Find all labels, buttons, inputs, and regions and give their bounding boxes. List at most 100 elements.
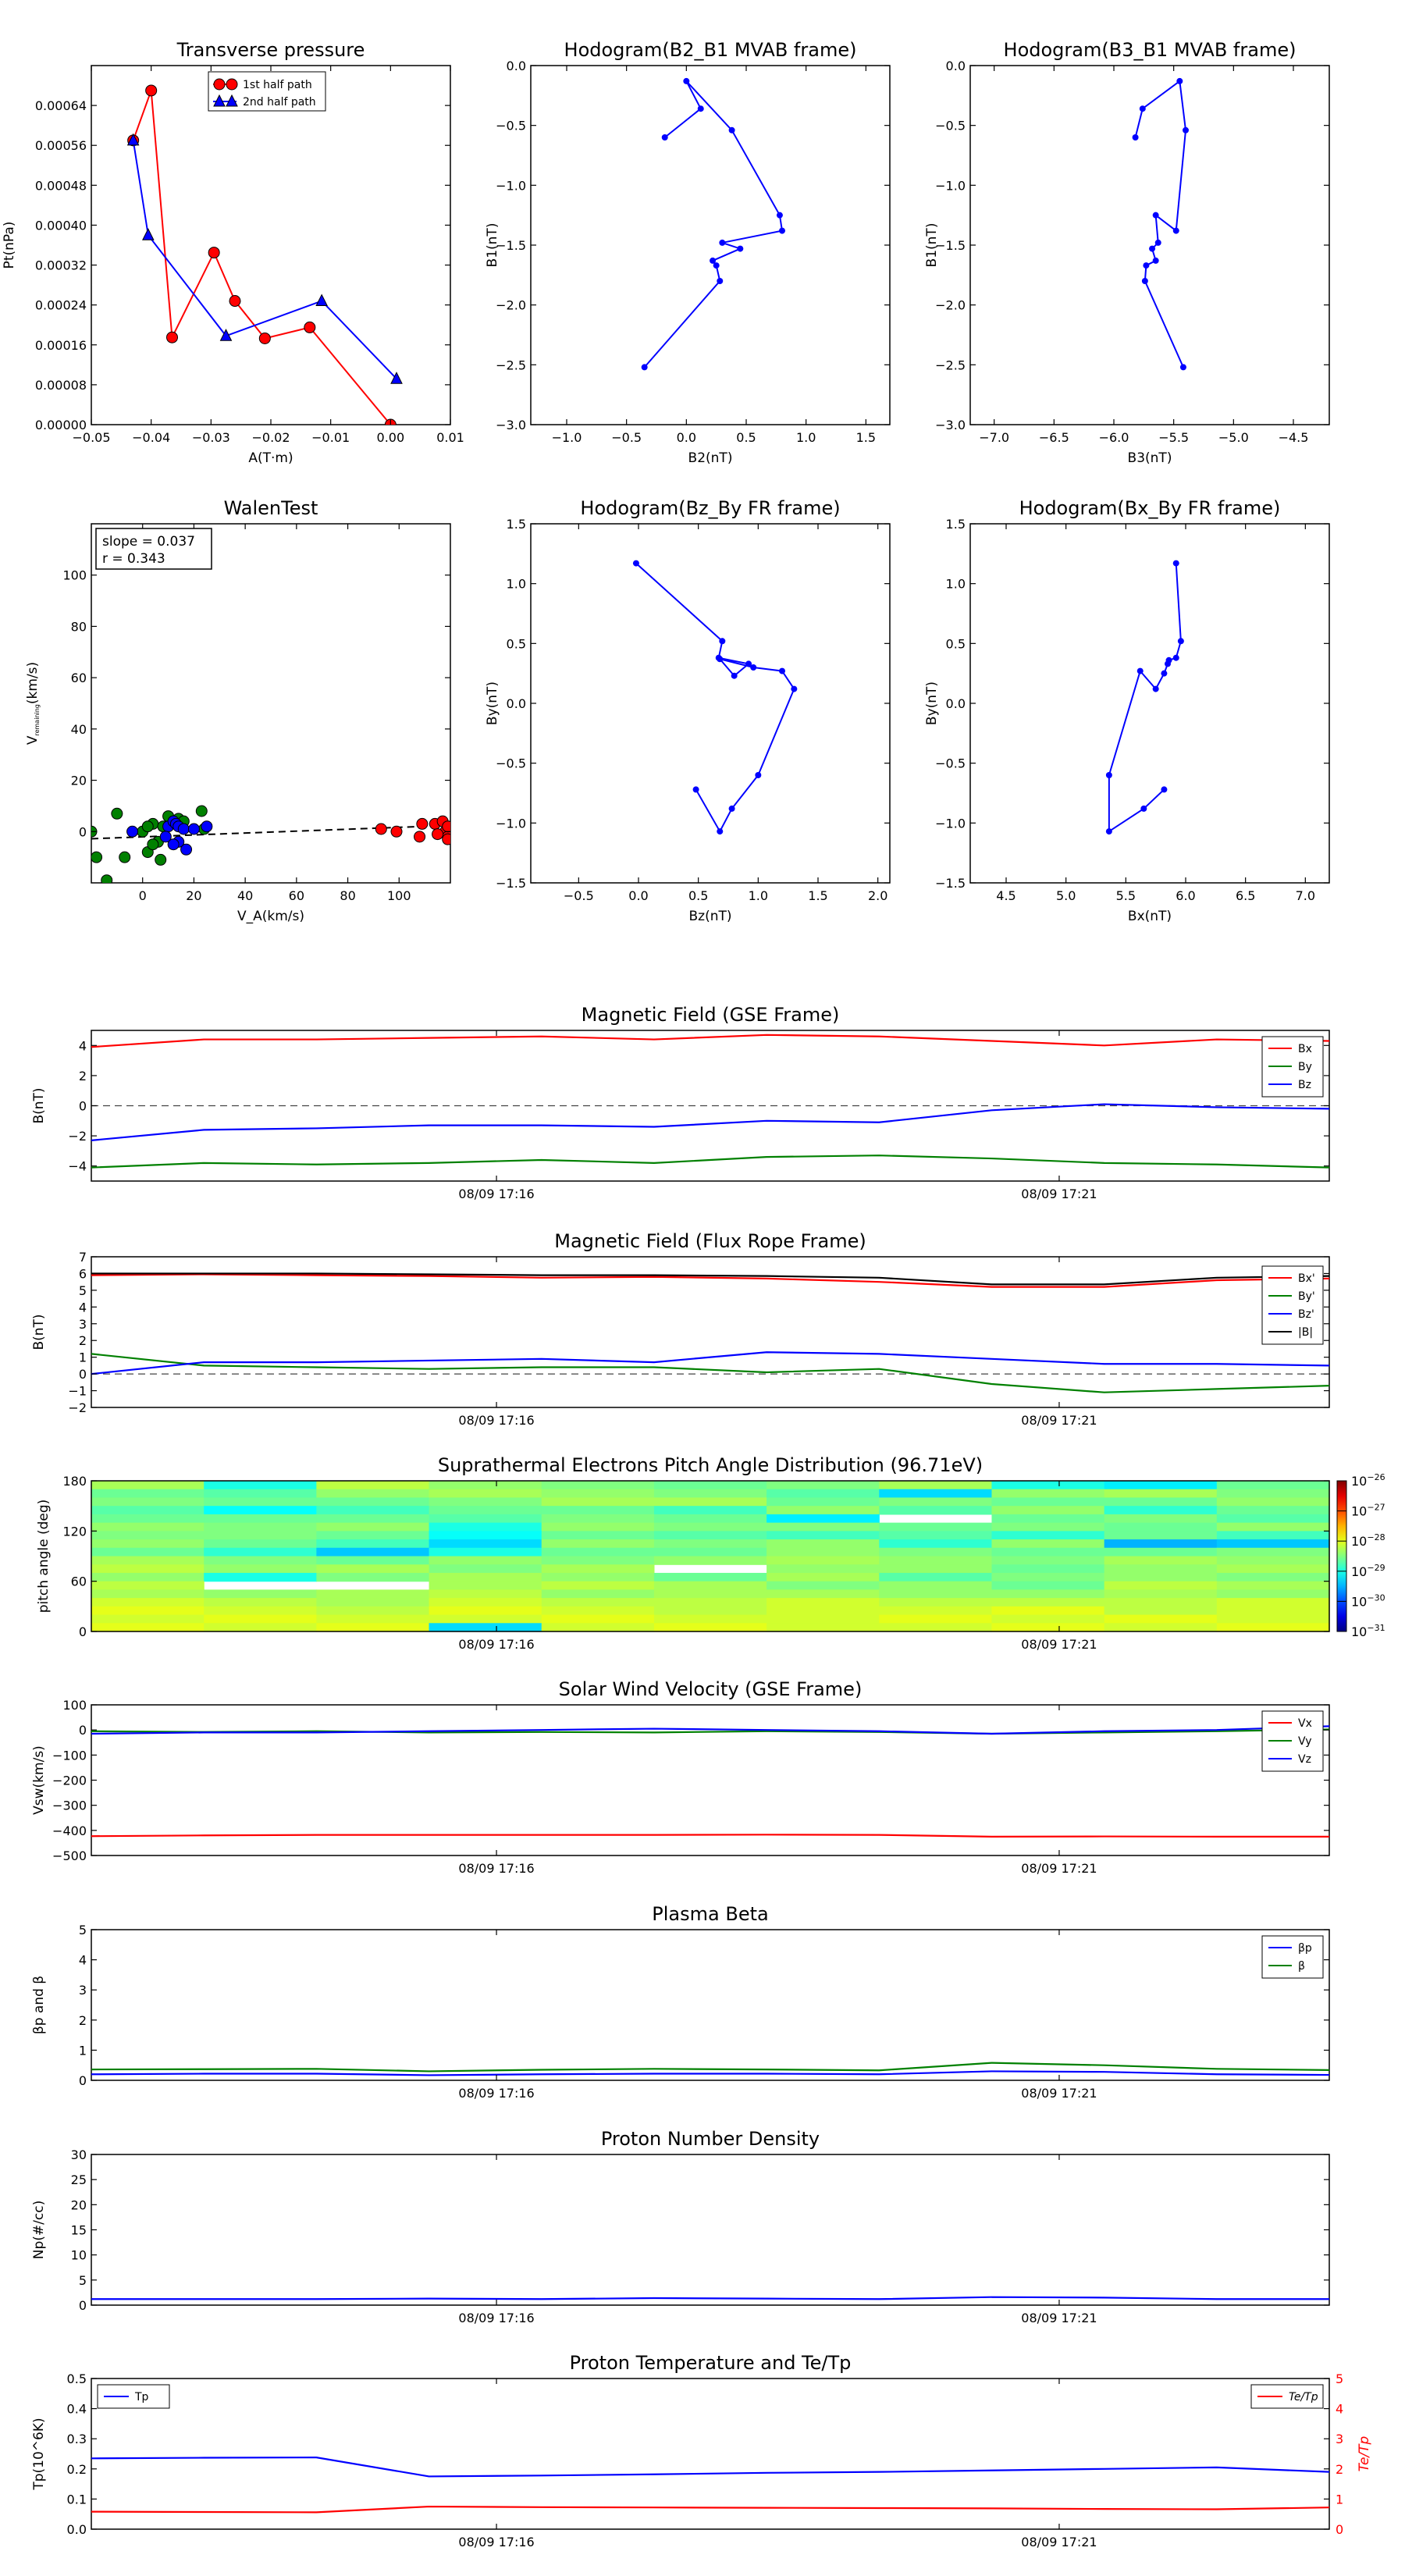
heatmap-cell <box>91 1514 205 1524</box>
heatmap-cell <box>541 1564 655 1574</box>
y-tick-label: −0.5 <box>496 119 526 133</box>
chart-title: Solar Wind Velocity (GSE Frame) <box>559 1678 863 1700</box>
y-axis-label: B1(nT) <box>485 223 500 268</box>
heatmap-cell <box>204 1522 317 1532</box>
heatmap-cell <box>991 1581 1105 1590</box>
y-tick-label: 4 <box>79 1038 87 1053</box>
heatmap-cell <box>879 1522 993 1532</box>
data-point <box>91 851 103 863</box>
data-point <box>187 823 200 835</box>
y-tick-label: −200 <box>52 1774 87 1788</box>
y-tick-label: 180 <box>62 1474 87 1489</box>
heatmap-cell <box>541 1614 655 1624</box>
y-tick-label: −2 <box>68 1400 87 1415</box>
data-point <box>1154 239 1161 246</box>
heatmap-cell <box>767 1564 880 1574</box>
data-point <box>1152 685 1159 692</box>
plot-area <box>91 805 450 883</box>
data-point <box>226 78 238 91</box>
heatmap-cell <box>1104 1564 1218 1574</box>
y-tick-label: −1 <box>68 1384 87 1399</box>
heatmap-cell <box>1104 1623 1218 1632</box>
y-tick-label: 0 <box>79 2298 87 2313</box>
data-point <box>208 247 220 259</box>
data-point <box>1140 805 1147 812</box>
heatmap-cell <box>1216 1531 1330 1540</box>
heatmap-cell <box>204 1497 317 1507</box>
y-tick-label: −0.5 <box>496 756 526 771</box>
heatmap-cell <box>91 1564 205 1574</box>
heatmap-cell <box>204 1598 317 1607</box>
y-tick-label: 0.00048 <box>35 178 87 193</box>
y-tick-label: −3.0 <box>496 418 526 432</box>
heatmap-cell <box>91 1606 205 1616</box>
x-tick-label: 08/09 17:16 <box>458 1413 534 1428</box>
legend-label: Te/Tp <box>1289 2391 1318 2403</box>
y-tick-label: 0.5 <box>946 636 966 651</box>
y-tick-label: 0.00016 <box>35 338 87 353</box>
x-tick-label: −0.5 <box>611 430 642 445</box>
heatmap-cell <box>653 1606 767 1616</box>
heatmap-cell <box>991 1623 1105 1632</box>
heatmap-cell <box>541 1623 655 1632</box>
chart-title: Proton Number Density <box>601 2128 820 2150</box>
y-tick-label: 0.5 <box>507 636 526 651</box>
y-tick-label: 0.00064 <box>35 98 87 113</box>
heatmap-cell <box>653 1556 767 1565</box>
x-tick-label: −0.05 <box>72 430 110 445</box>
heatmap-cell <box>204 1481 317 1490</box>
data-point <box>142 228 155 240</box>
heatmap-cell <box>1104 1506 1218 1515</box>
y-tick-label: −2.5 <box>935 358 966 372</box>
heatmap-cell <box>91 1522 205 1532</box>
heatmap-cell <box>653 1547 767 1557</box>
annotation-text: r = 0.343 <box>102 551 165 567</box>
legend-label: Vy <box>1298 1735 1312 1748</box>
x-tick-label: 80 <box>340 888 355 903</box>
colorbar-tick-label: 10−29 <box>1351 1563 1385 1579</box>
y-tick-label: 60 <box>71 1574 87 1589</box>
heatmap-cell <box>429 1614 542 1624</box>
fit-line <box>91 824 450 840</box>
x-tick-label: 1.0 <box>796 430 816 445</box>
heatmap-cell <box>316 1522 430 1532</box>
data-point <box>1136 667 1144 674</box>
data-point <box>750 664 757 671</box>
data-point <box>1179 364 1186 371</box>
y-tick-label: 0.0 <box>507 59 526 73</box>
legend-label: Bz <box>1298 1079 1311 1091</box>
heatmap-cell <box>429 1547 542 1557</box>
x-tick-label: 100 <box>387 888 411 903</box>
heatmap-cell <box>1216 1481 1330 1490</box>
heatmap-cell <box>767 1522 880 1532</box>
heatmap-cell <box>1104 1481 1218 1490</box>
heatmap-cell <box>653 1506 767 1515</box>
y-tick-label: 0.0 <box>946 696 966 711</box>
chart-title: Plasma Beta <box>652 1903 768 1925</box>
legend-label: Vz <box>1298 1753 1311 1766</box>
heatmap-cell <box>1104 1572 1218 1582</box>
colorbar-tick-label: 10−26 <box>1351 1472 1385 1489</box>
heatmap-cell <box>1104 1581 1218 1590</box>
y-tick-label: −400 <box>52 1823 87 1838</box>
heatmap-cell <box>91 1489 205 1499</box>
chart-title: Suprathermal Electrons Pitch Angle Distr… <box>438 1454 983 1476</box>
heatmap-cell <box>879 1506 993 1515</box>
heatmap-cell <box>991 1547 1105 1557</box>
heatmap-cell <box>429 1572 542 1582</box>
y-tick-label: 0.2 <box>67 2462 87 2477</box>
heatmap-cell <box>1104 1531 1218 1540</box>
y-tick-label: 0.4 <box>67 2402 87 2417</box>
heatmap-cell <box>541 1497 655 1507</box>
y-tick-label: −2.0 <box>496 298 526 313</box>
data-point <box>141 820 154 833</box>
heatmap-cell <box>429 1522 542 1532</box>
heatmap-cell <box>991 1572 1105 1582</box>
heatmap-cell <box>91 1539 205 1549</box>
y-right-tick-label: 0 <box>1336 2522 1343 2537</box>
heatmap-cell <box>91 1614 205 1624</box>
data-point <box>213 78 226 91</box>
legend-label: βp <box>1298 1942 1312 1955</box>
data-point <box>159 831 172 843</box>
data-point <box>1105 828 1112 835</box>
